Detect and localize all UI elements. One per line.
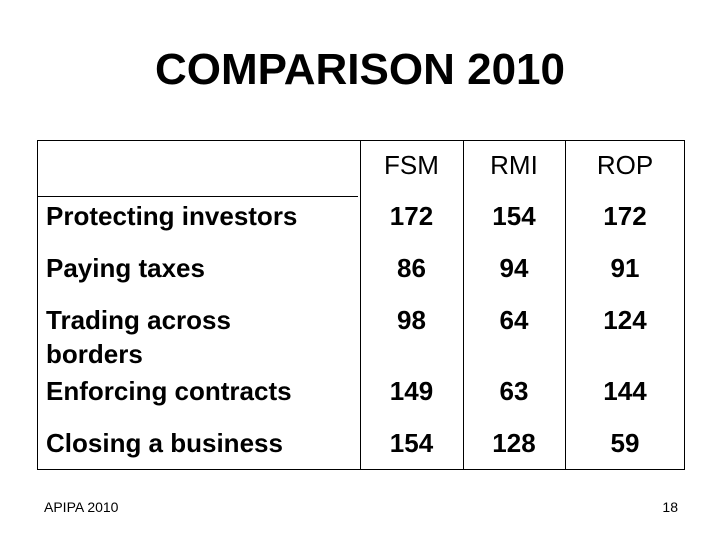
header-divider xyxy=(38,196,358,197)
table-cell: 172 xyxy=(389,201,434,231)
table-cell: 144 xyxy=(603,376,647,406)
table-cell: 172 xyxy=(603,201,647,231)
column-divider xyxy=(463,141,464,469)
table-cell: 91 xyxy=(610,253,640,283)
page-number: 18 xyxy=(662,499,678,515)
table-cell: 154 xyxy=(492,201,536,231)
column-divider xyxy=(565,141,566,469)
table-cell: 124 xyxy=(603,305,647,335)
table-cell: 63 xyxy=(499,376,529,406)
table-cell: 64 xyxy=(499,305,529,335)
column-header-fsm: FSM xyxy=(384,150,439,180)
row-label: Trading across borders xyxy=(46,305,231,369)
table-cell: 86 xyxy=(397,253,426,283)
row-label: Protecting investors xyxy=(46,201,298,231)
slide-title: COMPARISON 2010 xyxy=(155,45,565,94)
footer-label: APIPA 2010 xyxy=(44,499,119,515)
column-header-rmi: RMI xyxy=(490,150,538,180)
row-label: Closing a business xyxy=(46,428,283,458)
comparison-table: FSM RMI ROP Protecting investors 172 154… xyxy=(37,140,685,470)
table-cell: 154 xyxy=(389,428,434,458)
table-cell: 128 xyxy=(492,428,536,458)
table-cell: 59 xyxy=(610,428,640,458)
table-cell: 98 xyxy=(397,305,426,335)
row-label: Paying taxes xyxy=(46,253,205,283)
row-label: Enforcing contracts xyxy=(46,376,292,406)
column-header-rop: ROP xyxy=(596,150,654,180)
table-cell: 94 xyxy=(499,253,529,283)
table-cell: 149 xyxy=(389,376,434,406)
column-divider xyxy=(360,141,361,469)
